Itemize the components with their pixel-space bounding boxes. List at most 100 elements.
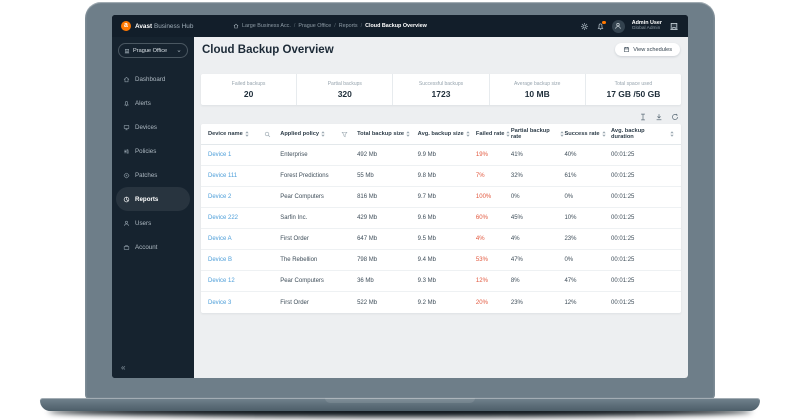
sort-icon[interactable]: [506, 131, 511, 137]
sidebar-item-account[interactable]: Account: [116, 235, 190, 259]
total-backup-size-cell: 492 Mb: [357, 152, 378, 158]
avg-backup-size-cell: 9.7 Mb: [417, 194, 437, 200]
device-name-link[interactable]: Device A: [208, 236, 232, 242]
total-backup-size-cell: 816 Mb: [357, 194, 378, 200]
device-name-link[interactable]: Device 12: [208, 278, 235, 284]
notifications-bell-icon[interactable]: [596, 20, 606, 31]
sidebar-item-label: Devices: [135, 123, 158, 131]
sidebar-item-devices[interactable]: Devices: [116, 115, 190, 139]
sort-icon[interactable]: [321, 131, 325, 137]
success-rate-cell: 10%: [564, 215, 577, 221]
total-backup-size-cell: 55 Mb: [357, 173, 374, 179]
sidebar-item-label: Alerts: [135, 99, 151, 107]
applied-policy-cell: Pear Computers: [280, 278, 324, 284]
partial-backup-rate-cell: 23%: [510, 299, 523, 306]
failed-rate-cell: 100%: [475, 194, 492, 200]
avast-logo-icon: a: [121, 21, 131, 31]
applied-policy-cell: The Rebellion: [280, 257, 318, 263]
table-row[interactable]: Device 3 First Order 522 Mb 9.2 Mb 20% 2…: [201, 292, 681, 313]
table-row[interactable]: Device 1 Enterprise 492 Mb 9.9 Mb 19% 41…: [201, 145, 681, 166]
app-title: Avast Business Hub: [135, 22, 194, 30]
download-icon[interactable]: [655, 113, 663, 121]
sidebar-item-policies[interactable]: Policies: [116, 139, 190, 163]
device-name-link[interactable]: Device B: [208, 257, 233, 263]
total-backup-size-cell: 798 Mb: [357, 257, 378, 263]
breadcrumb-site[interactable]: Prague Office: [298, 23, 332, 29]
device-name-link[interactable]: Device 3: [208, 299, 232, 306]
column-settings-icon[interactable]: [639, 113, 647, 121]
gear-icon[interactable]: [580, 22, 589, 31]
total-backup-size-cell: 522 Mb: [357, 299, 378, 306]
backup-report-table: Device name Applied policy Total backup: [201, 124, 681, 313]
device-name-link[interactable]: Device 1: [208, 152, 232, 158]
top-bar-actions: Admin User Global Admin: [580, 19, 679, 33]
refresh-icon[interactable]: [671, 113, 679, 121]
sidebar-collapse-button[interactable]: «: [121, 363, 126, 372]
column-header-avg-backup-size[interactable]: Avg. backup size: [418, 131, 476, 137]
partial-backup-rate-cell: 45%: [510, 215, 523, 221]
table-row[interactable]: Device 2 Pear Computers 816 Mb 9.7 Mb 10…: [201, 187, 681, 208]
site-selector[interactable]: Prague Office: [118, 43, 188, 58]
device-name-link[interactable]: Device 2: [208, 194, 232, 200]
column-header-applied-policy[interactable]: Applied policy: [280, 131, 357, 138]
table-header-row: Device name Applied policy Total backup: [201, 124, 681, 145]
laptop-base-notch: [325, 398, 475, 403]
console-switcher-building-icon[interactable]: [669, 21, 679, 31]
column-header-success-rate[interactable]: Success rate: [564, 131, 611, 137]
avg-backup-size-cell: 9.6 Mb: [417, 215, 437, 221]
sidebar-item-label: Dashboard: [135, 75, 166, 83]
sort-icon[interactable]: [245, 131, 249, 137]
table-row[interactable]: Device 111 Forest Predictions 55 Mb 9.8 …: [201, 166, 681, 187]
user-role: Global Admin: [631, 26, 661, 32]
table-row[interactable]: Device 222 Sarfin Inc. 429 Mb 9.6 Mb 60%…: [201, 208, 681, 229]
patch-icon: [123, 171, 130, 179]
sort-icon[interactable]: [670, 131, 674, 137]
view-schedules-button[interactable]: View schedules: [615, 43, 680, 56]
breadcrumb: Large Business Acc. / Prague Office / Repo…: [233, 23, 427, 29]
breadcrumb-account[interactable]: Large Business Acc.: [242, 23, 291, 29]
breadcrumb-reports[interactable]: Reports: [338, 23, 358, 29]
avg-backup-duration-cell: 00:01:25: [611, 215, 635, 221]
column-header-partial-backup-rate[interactable]: Partial backup rate: [511, 128, 565, 140]
sort-icon[interactable]: [601, 131, 606, 137]
table-row[interactable]: Device 12 Pear Computers 36 Mb 9.3 Mb 12…: [201, 271, 681, 292]
column-header-avg-backup-duration[interactable]: Avg. backup duration: [611, 128, 674, 140]
table-row[interactable]: Device B The Rebellion 798 Mb 9.4 Mb 53%…: [201, 250, 681, 271]
user-avatar[interactable]: [611, 19, 625, 33]
home-icon: [123, 76, 130, 83]
summary-stats-bar: Failed backups 20 Partial backups 320 Su…: [201, 74, 681, 105]
sort-icon[interactable]: [406, 131, 410, 137]
avg-backup-duration-cell: 00:01:25: [611, 257, 635, 263]
sidebar-item-users[interactable]: Users: [116, 211, 190, 235]
applied-policy-cell: Pear Computers: [280, 194, 324, 200]
avg-backup-size-cell: 9.2 Mb: [417, 299, 437, 306]
avg-backup-size-cell: 9.3 Mb: [417, 278, 437, 284]
partial-backup-rate-cell: 0%: [510, 194, 520, 200]
search-icon[interactable]: [264, 131, 271, 138]
sidebar-item-patches[interactable]: Patches: [116, 163, 190, 187]
success-rate-cell: 0%: [564, 257, 574, 263]
building-icon: [124, 48, 130, 54]
device-name-link[interactable]: Device 222: [208, 215, 239, 221]
sidebar-item-alerts[interactable]: Alerts: [116, 91, 190, 115]
applied-policy-cell: First Order: [280, 299, 309, 306]
avg-backup-duration-cell: 00:01:25: [611, 299, 635, 306]
column-header-failed-rate[interactable]: Failed rate: [476, 131, 511, 137]
main-content: Cloud Backup Overview View schedules Fai…: [194, 37, 688, 378]
sidebar: Prague Office Dashboard Alerts Devices: [112, 37, 194, 378]
briefcase-icon: [123, 244, 130, 251]
sort-icon[interactable]: [465, 131, 470, 137]
column-header-device-name[interactable]: Device name: [208, 131, 280, 138]
column-header-total-backup-size[interactable]: Total backup size: [357, 131, 418, 137]
applied-policy-cell: Enterprise: [280, 152, 308, 158]
sidebar-item-reports[interactable]: Reports: [116, 187, 190, 211]
laptop-shadow: [48, 406, 752, 417]
filter-funnel-icon[interactable]: [341, 131, 348, 138]
user-icon: [123, 220, 130, 227]
table-row[interactable]: Device A First Order 647 Mb 9.5 Mb 4% 4%…: [201, 229, 681, 250]
device-name-link[interactable]: Device 111: [208, 173, 238, 179]
sidebar-item-dashboard[interactable]: Dashboard: [116, 67, 190, 91]
user-menu[interactable]: Admin User Global Admin: [632, 20, 662, 32]
partial-backup-rate-cell: 32%: [510, 173, 523, 179]
